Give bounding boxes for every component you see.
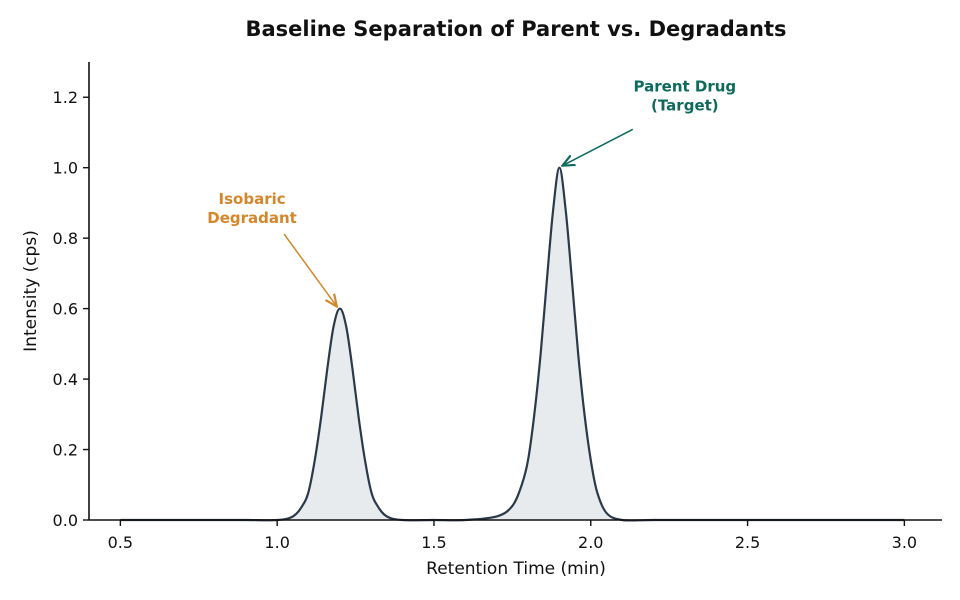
data-point (314, 459, 316, 461)
data-point (358, 417, 360, 419)
y-axis-ticks: 0.0 0.2 0.4 0.6 0.8 1.0 1.2 (53, 88, 89, 530)
data-point (559, 167, 561, 169)
x-tick-label: 1.0 (264, 533, 289, 552)
data-point (596, 491, 598, 493)
data-point (352, 368, 354, 370)
annotation-label-line: Isobaric (219, 190, 286, 208)
x-axis-title: Retention Time (min) (426, 559, 606, 579)
data-point (333, 325, 335, 327)
y-tick-label: 1.0 (53, 159, 78, 178)
data-point (386, 516, 388, 518)
data-point (364, 459, 366, 461)
data-point (496, 516, 498, 518)
data-point (327, 368, 329, 370)
annotation-isobaric-degradant: Isobaric Degradant (207, 190, 337, 307)
data-point (540, 354, 542, 356)
annotation-label-line: Parent Drug (634, 77, 737, 95)
data-point (546, 280, 548, 282)
x-tick-label: 3.0 (892, 533, 917, 552)
y-tick-label: 0.0 (53, 511, 78, 530)
x-axis-ticks: 0.5 1.0 1.5 2.0 2.5 3.0 (108, 520, 917, 552)
y-tick-label: 0.6 (53, 300, 78, 319)
annotation-label: Isobaric Degradant (207, 190, 297, 227)
data-point (292, 516, 294, 518)
data-point (521, 484, 523, 486)
data-point (345, 325, 347, 327)
peak-annotations: Isobaric Degradant Parent Drug (Target) (207, 77, 736, 306)
data-point (377, 505, 379, 507)
x-tick-label: 2.5 (735, 533, 760, 552)
data-point (552, 209, 554, 211)
y-tick-label: 1.2 (53, 88, 78, 107)
data-point (339, 308, 341, 310)
data-point (571, 280, 573, 282)
data-point (320, 417, 322, 419)
data-point (527, 459, 529, 461)
y-tick-label: 0.4 (53, 370, 78, 389)
data-point (606, 512, 608, 514)
data-point (577, 354, 579, 356)
data-point (370, 491, 372, 493)
annotation-arrow (283, 233, 337, 307)
data-point (584, 414, 586, 416)
x-tick-label: 1.5 (421, 533, 446, 552)
y-tick-label: 0.2 (53, 441, 78, 460)
x-tick-label: 2.0 (578, 533, 603, 552)
annotation-label-line: Degradant (207, 209, 297, 227)
y-tick-label: 0.8 (53, 229, 78, 248)
x-tick-label: 0.5 (108, 533, 133, 552)
data-point (308, 491, 310, 493)
data-point (590, 459, 592, 461)
chart-title: Baseline Separation of Parent vs. Degrad… (245, 17, 786, 41)
annotation-label-line: (Target) (651, 96, 719, 114)
data-point (565, 209, 567, 211)
data-point (301, 505, 303, 507)
annotation-arrow (562, 128, 634, 165)
y-axis-title: Intensity (cps) (21, 230, 41, 352)
data-point (512, 505, 514, 507)
annotation-parent-drug: Parent Drug (Target) (562, 77, 736, 165)
annotation-label: Parent Drug (Target) (634, 77, 737, 114)
data-point (534, 414, 536, 416)
